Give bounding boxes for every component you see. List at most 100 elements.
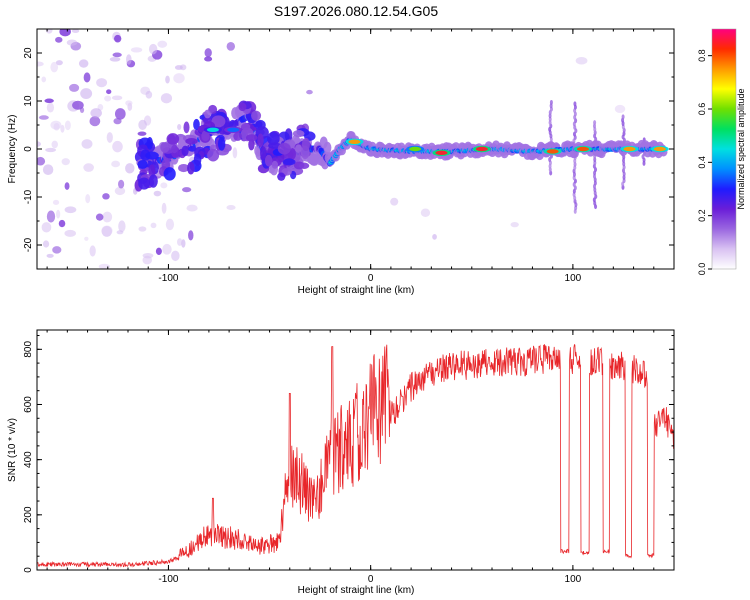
spectral-blob <box>188 145 197 152</box>
spectral-blob <box>106 89 112 95</box>
snr-frame <box>36 329 675 571</box>
spectral-blob <box>112 140 123 153</box>
spectral-blob <box>420 208 431 218</box>
y-tick-label: -10 <box>23 189 34 204</box>
spectral-blob <box>52 246 62 254</box>
colorbar: 0.0 0.2 0.4 0.6 0.8 Normalized spectral ampl… <box>697 28 746 275</box>
spectral-blob <box>264 154 273 167</box>
spectral-blob <box>323 141 332 154</box>
spectral-blob <box>166 133 180 145</box>
colorbar-tick-label: 0.4 <box>697 156 707 169</box>
spectral-blob <box>101 225 113 236</box>
y-tick-label: 0 <box>23 567 34 573</box>
spectral-blob <box>546 149 559 154</box>
spectral-blob <box>176 238 183 246</box>
spectral-blob <box>160 93 173 104</box>
spectral-blob <box>271 160 279 169</box>
spectral-blob <box>71 29 80 34</box>
x-tick-label: 100 <box>565 574 582 585</box>
spectral-blob <box>248 138 255 151</box>
spectral-blob <box>60 124 65 133</box>
spectral-blob <box>56 209 61 219</box>
spectral-blob <box>390 197 399 206</box>
spectral-blob <box>59 29 71 37</box>
spectral-blob <box>64 206 77 214</box>
spectral-blob <box>203 109 212 119</box>
spectral-blob <box>161 202 167 214</box>
spectral-blob <box>475 146 488 152</box>
spectral-blob <box>163 167 176 181</box>
spectral-blob <box>245 134 258 142</box>
spectral-blob <box>510 222 519 228</box>
y-tick-label: 800 <box>23 341 34 358</box>
spectral-blob <box>41 76 47 83</box>
spectral-blob <box>348 139 361 144</box>
spectral-blob <box>432 234 437 240</box>
spectral-blob <box>193 118 200 131</box>
spectral-blob <box>614 104 626 114</box>
spectral-blob <box>306 89 313 95</box>
spectral-blob <box>84 236 89 241</box>
spectral-blob <box>549 99 553 105</box>
colorbar-gradient <box>712 29 736 269</box>
spectral-blob <box>46 253 54 258</box>
spectral-blob <box>232 147 238 159</box>
spectral-blob <box>548 157 552 163</box>
spectral-blob <box>155 247 162 255</box>
y-tick-label: 200 <box>23 506 34 523</box>
spectral-blob <box>55 36 63 43</box>
spectral-blob <box>150 222 157 229</box>
spectral-blob <box>260 146 267 160</box>
spectral-blob <box>238 102 247 112</box>
spectral-blob <box>409 146 422 152</box>
spectral-blob <box>44 98 54 103</box>
spectral-blob <box>206 127 219 132</box>
spectral-blob <box>165 75 170 84</box>
spectral-blob <box>435 150 448 156</box>
x-tick-label: 100 <box>565 273 582 284</box>
spectral-blob <box>171 250 180 262</box>
spectral-blob <box>204 56 213 62</box>
spectral-blob <box>171 144 178 154</box>
spectral-blob <box>207 148 220 162</box>
spectral-blob <box>277 172 286 181</box>
spectral-blob <box>233 132 243 141</box>
spectral-blob <box>301 137 310 152</box>
spectral-blob <box>137 131 147 136</box>
spectral-blob <box>37 156 46 166</box>
spectral-blob <box>226 204 236 211</box>
colorbar-tick-label: 0.8 <box>697 49 707 62</box>
spectral-blob <box>282 158 296 166</box>
spectral-blob <box>178 163 190 173</box>
colorbar-label: Normalized spectral amplitude <box>736 88 746 209</box>
spectral-blob <box>185 138 198 145</box>
spectral-blob <box>183 121 190 134</box>
spectral-blob <box>118 179 125 189</box>
spectral-blob <box>575 56 588 65</box>
spectral-blob <box>292 130 305 138</box>
snr-xlabel: Height of straight line (km) <box>298 585 415 596</box>
spectral-blob <box>182 187 192 193</box>
spectral-blob <box>173 73 185 84</box>
spectral-blob <box>138 226 147 232</box>
spectral-blob <box>623 146 636 152</box>
spectrogram-xlabel: Height of straight line (km) <box>298 285 415 296</box>
spectral-blob <box>50 120 62 130</box>
colorbar-tick-label: 0.6 <box>697 103 707 116</box>
y-tick-label: 20 <box>23 47 34 59</box>
spectral-blob <box>42 240 50 248</box>
spectral-blob <box>72 100 84 110</box>
spectral-blob <box>226 41 236 51</box>
spectral-blob <box>109 57 121 62</box>
spectral-blob <box>162 243 172 255</box>
spectral-blob <box>85 194 91 204</box>
spectral-blob <box>125 100 133 106</box>
spectral-blob <box>81 139 93 149</box>
x-tick-label: 0 <box>368 574 374 585</box>
spectral-blob <box>83 72 91 83</box>
spectral-blob <box>89 116 101 127</box>
y-tick-label: -20 <box>23 237 34 252</box>
spectral-blob <box>160 182 168 189</box>
spectral-blob <box>113 34 122 43</box>
